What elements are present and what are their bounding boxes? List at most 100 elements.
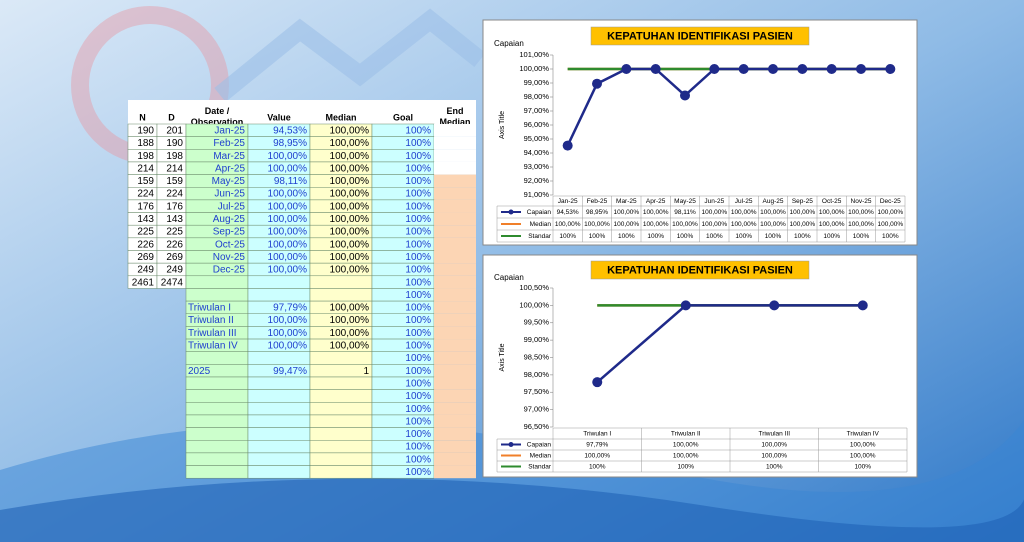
series-line (596, 304, 863, 384)
data-label: 100,00% (761, 442, 787, 449)
cell-text: 2025 (188, 366, 211, 377)
cell-text: 100% (405, 303, 431, 314)
data-label: 100,00% (789, 209, 815, 216)
y-tick-label: 97,50% (524, 387, 550, 396)
cell-text: Triwulan II (188, 315, 234, 326)
data-label: 100% (677, 233, 694, 240)
cell-text: 176 (166, 201, 183, 212)
data-label: 100,00% (731, 221, 757, 228)
cell-text: 100,00% (268, 163, 308, 174)
cell-text: Jul-25 (218, 201, 246, 212)
data-label: 100,00% (673, 453, 699, 460)
cell (434, 389, 476, 403)
data-label: 100,00% (613, 209, 639, 216)
cell (309, 452, 373, 466)
cell-text: 100,00% (330, 239, 370, 250)
cell-text: 214 (137, 163, 154, 174)
cell (434, 263, 476, 276)
cell (309, 427, 373, 441)
y-tick-label: 99,00% (524, 335, 550, 344)
data-point (769, 300, 780, 311)
y-tick-label: 93,00% (524, 162, 550, 171)
y-tick-label: 97,00% (524, 405, 550, 414)
cell-text: 190 (137, 125, 154, 136)
wave (0, 478, 1024, 542)
cell (309, 275, 373, 289)
cell-text: Sep-25 (213, 227, 246, 238)
cell (434, 351, 476, 365)
cell-text: 269 (166, 252, 183, 263)
chart-frame (482, 19, 918, 246)
cell-text: 99,47% (273, 366, 307, 377)
data-point (562, 140, 573, 151)
data-label: 100,00% (643, 221, 669, 228)
data-label: 100,00% (848, 221, 874, 228)
logo-roof (214, 8, 486, 102)
data-point (797, 64, 808, 74)
cell-text: Triwulan III (188, 328, 237, 339)
data-point (709, 64, 720, 74)
column-header: Goal (393, 112, 413, 122)
cell (247, 389, 311, 403)
data-point (885, 64, 896, 74)
cell-text: Mar-25 (213, 151, 245, 162)
cell (309, 389, 373, 403)
cell (434, 225, 476, 238)
cell-text: 100% (405, 442, 431, 453)
cell-text: Jan-25 (214, 125, 245, 136)
cell-text: Feb-25 (213, 138, 245, 149)
cell-text: 224 (137, 189, 154, 200)
cell-text: 100% (405, 151, 431, 162)
cell-text: 100% (405, 341, 431, 352)
cell (434, 149, 476, 162)
cell-text: 100% (405, 429, 431, 440)
data-label: 100% (677, 464, 694, 471)
cell-text: 100,00% (330, 227, 370, 238)
cell-text: 100,00% (268, 214, 308, 225)
cell (309, 376, 373, 390)
y-tick-label: 96,00% (524, 120, 550, 129)
cell (434, 452, 476, 466)
cell-text: 100,00% (330, 138, 370, 149)
cell-text: Triwulan I (188, 303, 231, 314)
cell-text: 100% (405, 163, 431, 174)
data-label: 100,00% (819, 209, 845, 216)
x-tick-label: Nov-25 (851, 198, 872, 205)
cell-text: 100,00% (330, 265, 370, 276)
data-label: 100% (882, 233, 899, 240)
cell-text: 100% (405, 366, 431, 377)
y-tick-label: 101,00% (519, 50, 549, 59)
cell-text: 100% (405, 378, 431, 389)
cell (309, 402, 373, 416)
cell (434, 313, 476, 327)
data-label: 100,00% (672, 221, 698, 228)
y-label: Capaian (494, 273, 524, 282)
cell-text: 269 (137, 252, 154, 263)
cell-text: 100% (405, 315, 431, 326)
column-header: Median (325, 112, 356, 122)
legend-label: Median (530, 453, 552, 460)
data-point (621, 64, 632, 74)
x-tick-label: Dec-25 (880, 198, 901, 205)
cell (309, 351, 373, 365)
data-label: 100% (765, 233, 782, 240)
x-tick-label: Triwulan I (583, 431, 611, 438)
cell (185, 288, 249, 302)
data-label: 100% (559, 233, 576, 240)
data-label: 100% (735, 233, 752, 240)
column-header: End Median (439, 106, 470, 127)
legend-marker (508, 442, 514, 447)
cell-text: Nov-25 (213, 252, 246, 263)
y-tick-label: 98,00% (524, 370, 550, 379)
data-point (680, 90, 690, 101)
data-label: 100% (854, 464, 871, 471)
cell (434, 364, 476, 377)
data-label: 100% (794, 233, 811, 240)
cell-text: Triwulan IV (188, 341, 238, 352)
data-label: 98,11% (674, 209, 696, 216)
x-tick-label: Jun-25 (704, 198, 724, 205)
data-point (768, 64, 778, 74)
cell (434, 124, 476, 137)
cell-text: 100,00% (268, 227, 308, 238)
